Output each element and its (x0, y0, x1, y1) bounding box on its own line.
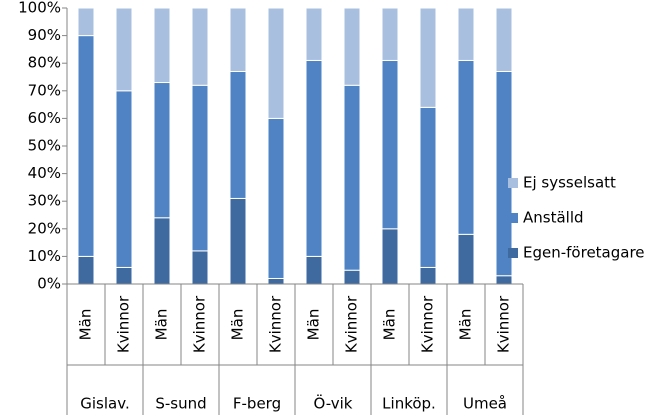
bar-segment (229, 70, 247, 199)
bar-segment (343, 84, 361, 271)
bar-segment (305, 59, 323, 257)
y-tick-label: 100% (18, 0, 61, 17)
legend-label: Anställd (523, 209, 584, 227)
group-label: Umeå (463, 395, 507, 413)
y-tick-label: 60% (28, 109, 61, 127)
bar-segment (229, 7, 247, 72)
bar-segment (229, 197, 247, 285)
x-tick-label: Män (457, 309, 475, 341)
y-tick-label: 10% (28, 247, 61, 265)
bar-segment (343, 7, 361, 86)
bar-segment (457, 7, 475, 61)
x-tick-label: Män (77, 309, 95, 341)
y-tick-label: 30% (28, 192, 61, 210)
group-label: Linköp. (382, 395, 436, 413)
group-label: F-berg (233, 395, 281, 413)
bar-segment (115, 7, 133, 92)
bar-segment (381, 7, 399, 61)
bar-segment (495, 275, 513, 285)
bar-segment (77, 35, 95, 257)
x-tick-label: Kvinnor (419, 295, 437, 353)
y-tick-label: 50% (28, 137, 61, 155)
bar-segment (381, 228, 399, 285)
y-tick-label: 70% (28, 81, 61, 99)
bar-segment (343, 269, 361, 285)
group-label: Gislav. (80, 395, 129, 413)
bar-segment (495, 7, 513, 72)
group-label: S-sund (155, 395, 206, 413)
y-tick-label: 0% (37, 275, 61, 293)
group-label: Ö-vik (314, 394, 353, 413)
bar-segment (267, 7, 285, 119)
legend-swatch (508, 178, 518, 188)
x-tick-label: Män (381, 309, 399, 341)
bar-segment (115, 90, 133, 268)
bar-segment (495, 70, 513, 277)
legend-label: Ej sysselsatt (523, 174, 616, 192)
bar-segment (153, 82, 171, 219)
y-tick-label: 20% (28, 219, 61, 237)
bar-segment (191, 250, 209, 285)
x-tick-label: Män (229, 309, 247, 341)
bar-segment (419, 7, 437, 108)
legend-swatch (508, 213, 518, 223)
x-tick-label: Män (153, 309, 171, 341)
bar-segment (191, 7, 209, 86)
bar-segment (267, 277, 285, 285)
bar-segment (381, 59, 399, 230)
x-tick-label: Kvinnor (191, 295, 209, 353)
x-tick-label: Män (305, 309, 323, 341)
legend-swatch (508, 248, 518, 258)
bar-segment (419, 106, 437, 268)
bar-segment (153, 217, 171, 285)
y-tick-label: 40% (28, 164, 61, 182)
bar-segment (419, 266, 437, 285)
bar-segment (153, 7, 171, 84)
x-tick-label: Kvinnor (267, 295, 285, 353)
bar-segment (77, 7, 95, 37)
x-tick-label: Kvinnor (115, 295, 133, 353)
x-tick-label: Kvinnor (343, 295, 361, 353)
bar-segment (305, 7, 323, 61)
bar-segment (457, 59, 475, 235)
bar-segment (115, 266, 133, 285)
x-tick-label: Kvinnor (495, 295, 513, 353)
bar-segment (77, 255, 95, 285)
bar-segment (191, 84, 209, 252)
bar-segment (457, 233, 475, 285)
y-tick-label: 90% (28, 26, 61, 44)
bar-segment (305, 255, 323, 285)
y-tick-label: 80% (28, 54, 61, 72)
bar-segment (267, 117, 285, 279)
legend-label: Egen-företagare (523, 244, 645, 262)
